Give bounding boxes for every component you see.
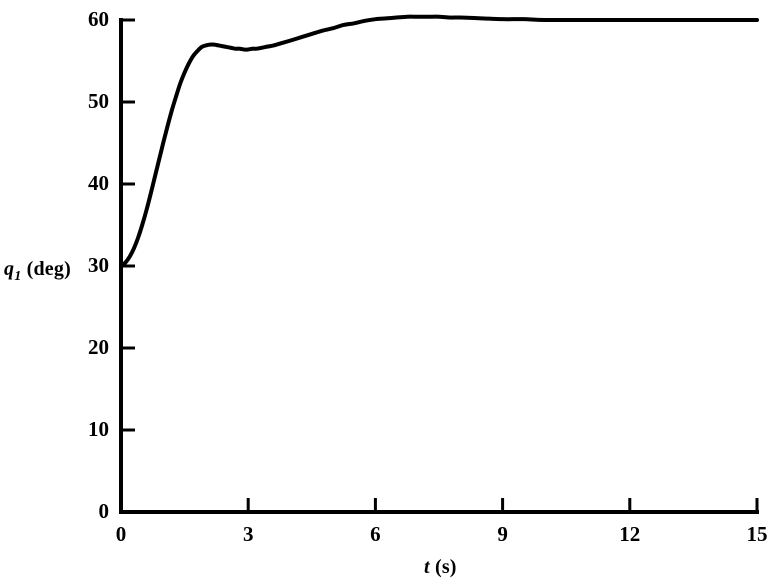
x-axis-symbol: t	[424, 556, 430, 578]
x-tick-label-9: 9	[497, 522, 508, 546]
y-tick-label-30: 30	[88, 253, 109, 277]
y-axis-subscript: 1	[14, 269, 22, 284]
x-tick-label-12: 12	[619, 522, 641, 546]
x-axis-units: (s)	[434, 556, 457, 578]
axes	[119, 18, 759, 514]
data-series-curve	[119, 14, 759, 268]
y-tick-label-40: 40	[88, 171, 109, 195]
x-axis-ticks	[119, 498, 759, 512]
x-tick-label-3: 3	[242, 522, 254, 546]
y-tick-label-20: 20	[88, 335, 109, 359]
y-tick-label-10: 10	[88, 417, 109, 441]
y-tick-label-50: 50	[88, 89, 109, 113]
y-axis-units: (deg)	[26, 258, 71, 280]
x-tick-label-6: 6	[370, 522, 381, 546]
x-axis-label: t (s)	[424, 556, 457, 579]
y-tick-label-0: 0	[98, 499, 110, 523]
y-tick-label-60: 60	[88, 7, 109, 31]
y-axis-symbol: q	[4, 258, 15, 280]
x-tick-label-15: 15	[746, 522, 768, 546]
y-axis-label: q1 (deg)	[4, 258, 71, 285]
x-tick-label-0: 0	[115, 522, 127, 546]
